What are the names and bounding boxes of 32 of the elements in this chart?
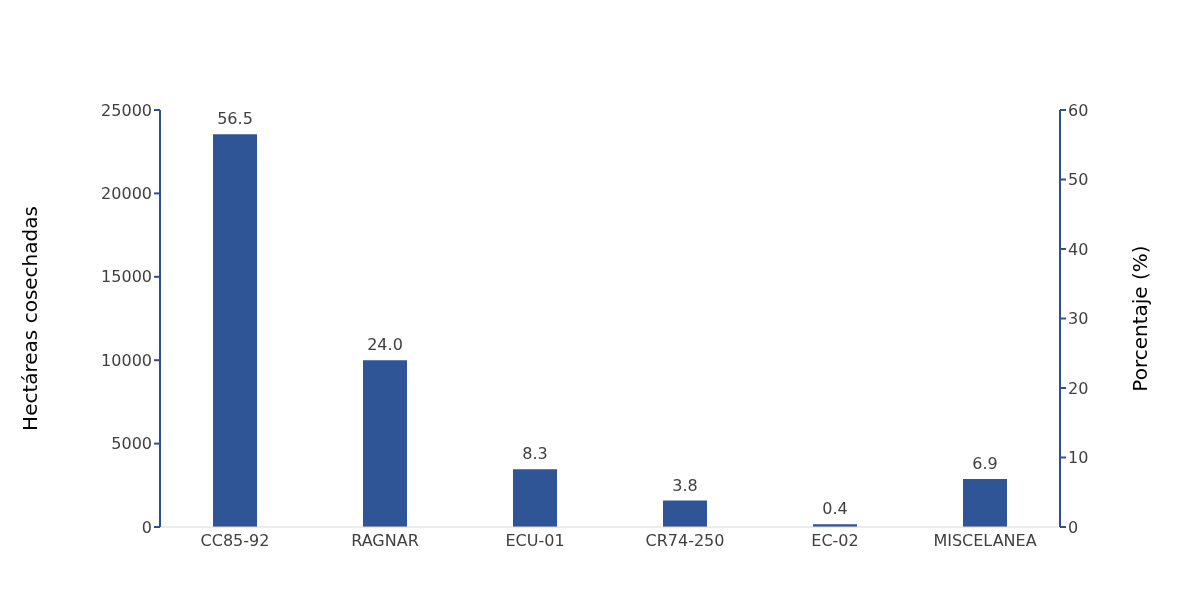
data-label: 8.3 [522,444,548,464]
bar [213,134,257,527]
data-label: 3.8 [672,475,698,495]
y-tick-label: 5000 [111,434,152,454]
bar [663,500,707,527]
y-tick-label: 0 [141,517,152,537]
bar [513,469,557,527]
x-tick-label: RAGNAR [351,531,419,551]
data-label: 56.5 [217,109,253,129]
y-tick-label: 10000 [101,350,152,370]
y2-axis-title: Porcentaje (%) [1128,245,1153,392]
y2-tick-label: 30 [1068,309,1089,329]
x-tick-label: MISCELANEA [933,531,1037,551]
y2-tick-label: 50 [1068,170,1089,190]
x-tick-label: CR74-250 [645,531,725,551]
x-tick-label: CC85-92 [200,531,270,551]
data-label: 24.0 [367,335,403,355]
y2-tick-label: 60 [1068,100,1089,120]
y-tick-label: 25000 [101,100,152,120]
x-tick-label: ECU-01 [505,531,565,551]
x-tick-label: EC-02 [811,531,859,551]
data-label: 6.9 [972,454,998,474]
y2-tick-label: 0 [1068,517,1079,537]
y2-tick-label: 10 [1068,448,1089,468]
y2-tick-label: 40 [1068,239,1089,259]
y2-tick-label: 20 [1068,378,1089,398]
y-tick-label: 15000 [101,267,152,287]
data-label: 0.4 [822,499,848,519]
y-axis-title: Hectáreas cosechadas [18,206,43,431]
bar [963,479,1007,527]
bar [363,360,407,527]
y-tick-label: 20000 [101,184,152,204]
